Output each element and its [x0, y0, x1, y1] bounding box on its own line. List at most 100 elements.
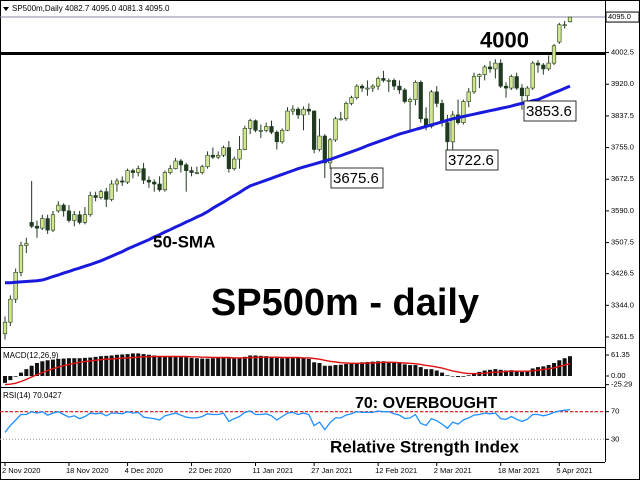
macd-bar: [567, 356, 572, 377]
macd-bar: [114, 354, 119, 377]
candle-body: [157, 183, 162, 191]
y-tick-label: 3507.5: [611, 238, 634, 247]
y-tick-label: 3837.5: [611, 111, 634, 120]
macd-bar: [322, 365, 327, 377]
macd-bar: [354, 362, 359, 377]
macd-bar: [541, 366, 546, 377]
macd-bar: [194, 358, 199, 377]
macd-bar: [306, 358, 311, 377]
macd-bar: [434, 370, 439, 377]
macd-bar: [130, 353, 135, 377]
chart-header: SP500m,Daily 4082.7 4095.0 4081.3 4095.0: [12, 4, 170, 13]
candle-body: [77, 214, 82, 223]
candle-body: [253, 120, 258, 131]
macd-bar: [317, 362, 322, 377]
macd-bar: [514, 370, 519, 377]
candle-body: [471, 76, 477, 93]
annotation-box: [330, 167, 384, 189]
candle-body: [152, 181, 157, 185]
macd-bar: [349, 363, 354, 377]
macd-bar: [312, 362, 317, 377]
x-tick-label: 11 Jan 2021: [253, 466, 294, 475]
macd-bar: [40, 361, 45, 377]
candle-body: [226, 147, 231, 169]
candle-body: [109, 183, 114, 200]
candle-body: [418, 82, 423, 120]
macd-bar: [125, 354, 130, 377]
candle-body: [482, 66, 487, 75]
macd-bar: [365, 361, 370, 377]
macd-bar: [13, 376, 18, 377]
macd-bar: [290, 357, 295, 377]
macd-bar: [333, 365, 338, 377]
candle-body: [173, 160, 178, 169]
candle-body: [365, 87, 370, 90]
macd-bar: [178, 356, 183, 377]
macd-bar: [370, 361, 375, 377]
candle-body: [45, 218, 50, 231]
candle-body: [280, 129, 285, 143]
macd-bar: [8, 376, 13, 381]
y-tick-label: 4002.5: [611, 48, 634, 57]
candle-body: [386, 80, 391, 82]
candle-body: [146, 179, 152, 183]
macd-bar: [82, 357, 87, 377]
macd-bar: [253, 355, 258, 377]
y-tick-label: 61.35: [611, 350, 630, 359]
macd-bar: [141, 354, 146, 377]
y-tick-label: 3590.0: [611, 206, 634, 215]
y-tick-label: 3426.5: [611, 269, 634, 278]
candle-body: [562, 24, 567, 27]
rsi-label: RSI(14) 70.0427: [3, 391, 62, 400]
x-tick-label: 12 Feb 2021: [375, 466, 417, 475]
candle-body: [248, 120, 253, 129]
candle-body: [221, 147, 226, 156]
candle-body: [344, 103, 349, 120]
x-tick-label: 2 Nov 2020: [2, 466, 40, 475]
candle-body: [269, 126, 274, 133]
chart-title: SP500m - daily: [211, 282, 479, 324]
candle-body: [439, 103, 445, 123]
candle-body: [13, 272, 18, 300]
candle-body: [61, 204, 66, 212]
candle-body: [141, 168, 146, 181]
macd-bar: [136, 353, 141, 377]
candle-body: [194, 172, 199, 174]
indicator-title: Relative Strength Index: [330, 437, 519, 456]
macd-bar: [450, 376, 455, 377]
candle-body: [56, 204, 61, 212]
candle-body: [493, 62, 498, 70]
candle-body: [461, 101, 466, 123]
macd-bar: [472, 373, 477, 377]
macd-bar: [280, 358, 285, 377]
annotation-box: [523, 100, 577, 122]
macd-bar: [162, 356, 167, 377]
macd-bar: [210, 358, 215, 377]
macd-bar: [168, 356, 173, 377]
y-tick-label: 3344.0: [611, 300, 634, 309]
candle-body: [402, 89, 407, 102]
candle-body: [370, 85, 375, 89]
candle-body: [312, 110, 317, 150]
candle-body: [232, 158, 237, 169]
candle-body: [72, 214, 77, 221]
macd-bar: [45, 360, 50, 377]
menu-arrow: [3, 7, 9, 11]
macd-bar: [445, 375, 450, 377]
macd-bar: [66, 358, 71, 377]
candle-body: [29, 222, 34, 227]
macd-bar: [61, 358, 66, 377]
overbought-label: 70: OVERBOUGHT: [355, 395, 497, 412]
candle-body: [24, 243, 29, 246]
macd-bar: [509, 370, 514, 377]
macd-bar: [466, 375, 471, 377]
y-tick-label: 3755.0: [611, 143, 634, 152]
x-tick-label: 22 Dec 2020: [189, 466, 232, 475]
candle-body: [375, 78, 381, 87]
candle-body: [557, 24, 562, 43]
macd-bar: [461, 376, 466, 377]
macd-bar: [408, 365, 413, 377]
candle-body: [541, 64, 546, 70]
